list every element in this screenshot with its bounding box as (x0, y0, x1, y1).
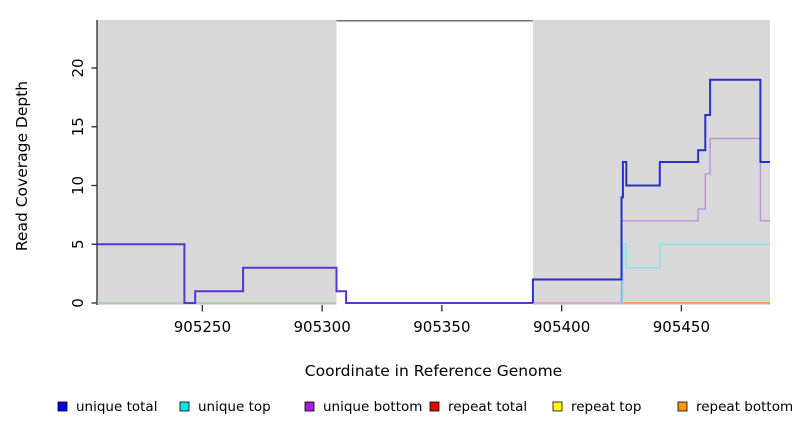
unique-top-line (622, 243, 770, 303)
legend-label-unique-top: unique top (198, 399, 271, 415)
y-tick-label: 0 (69, 298, 87, 308)
unique-total-right-line (531, 78, 770, 303)
legend-swatch-unique-total (57, 401, 68, 412)
legend-swatch-unique-bottom (304, 401, 315, 412)
legend-label-unique-total: unique total (76, 399, 157, 415)
legend-swatch-repeat-bottom (677, 401, 688, 412)
legend-swatch-repeat-total (429, 401, 440, 412)
y-tick-label: 20 (69, 58, 87, 77)
x-tick-label: 905350 (413, 318, 470, 336)
x-tick-label: 905250 (174, 318, 231, 336)
unique-bottom-line (620, 137, 770, 303)
x-tick-label: 905450 (653, 318, 710, 336)
legend-swatch-repeat-top (552, 401, 563, 412)
unique-total-left-line (97, 243, 533, 304)
x-tick-label: 905400 (533, 318, 590, 336)
y-tick-label: 10 (69, 176, 87, 195)
x-axis-title: Coordinate in Reference Genome (305, 362, 562, 380)
y-axis-title: Read Coverage Depth (13, 81, 31, 251)
legend-swatch-unique-top (179, 401, 190, 412)
y-tick-label: 15 (69, 117, 87, 136)
y-tick-label: 5 (69, 239, 87, 249)
x-tick-label: 905300 (293, 318, 350, 336)
legend-label-repeat-top: repeat top (571, 399, 641, 415)
legend-label-repeat-bottom: repeat bottom (696, 399, 792, 415)
legend-label-repeat-total: repeat total (448, 399, 527, 415)
shaded-region-1 (532, 20, 770, 305)
shaded-region-0 (97, 20, 337, 305)
legend-label-unique-bottom: unique bottom (323, 399, 422, 415)
